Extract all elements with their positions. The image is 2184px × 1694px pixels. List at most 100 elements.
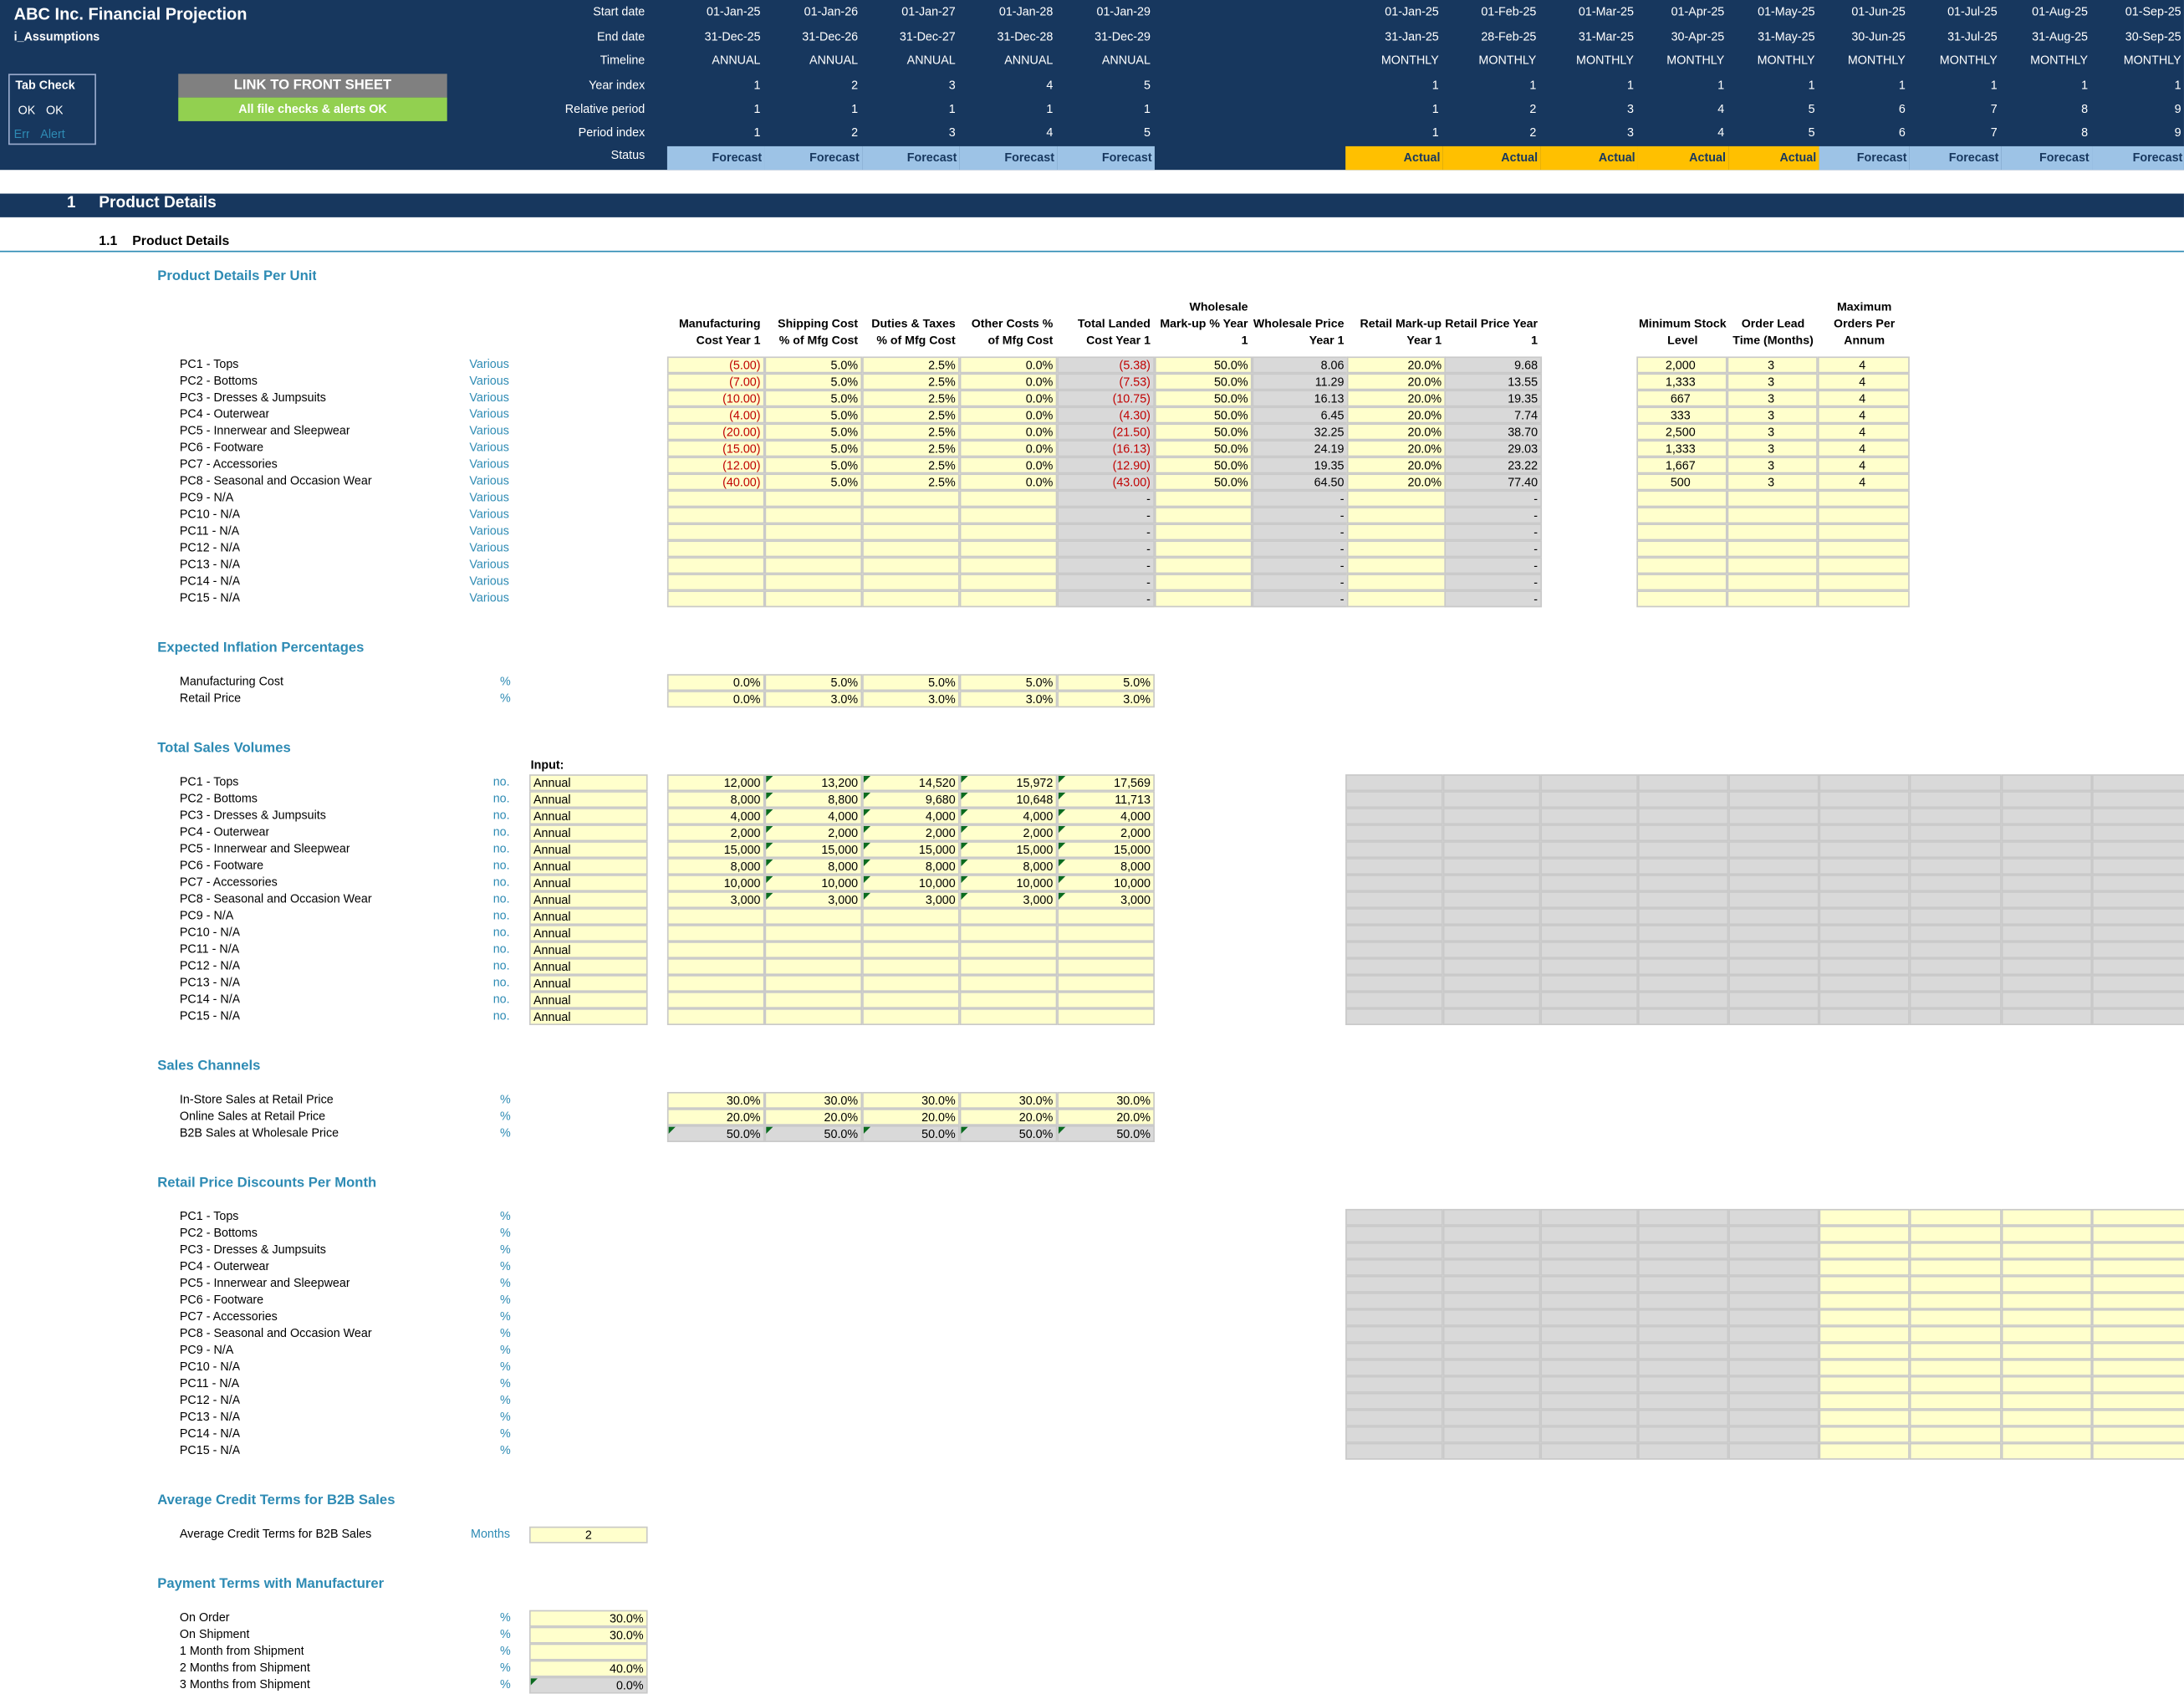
discount-cell[interactable] — [1909, 1325, 2002, 1343]
discount-cell[interactable] — [2001, 1242, 2093, 1259]
value-cell[interactable] — [1346, 557, 1447, 574]
value-cell[interactable] — [1346, 490, 1447, 508]
volume-cell[interactable] — [764, 1008, 863, 1026]
value-cell[interactable] — [1154, 507, 1253, 524]
value-cell[interactable]: 5.0% — [764, 373, 863, 390]
volume-cell[interactable]: 2,000 — [959, 824, 1058, 842]
payment-cell[interactable]: 30.0% — [529, 1610, 648, 1627]
stock-cell[interactable] — [1727, 540, 1818, 558]
value-cell[interactable] — [862, 540, 960, 558]
discount-cell[interactable] — [2092, 1375, 2184, 1393]
stock-cell[interactable] — [1727, 574, 1818, 591]
volume-cell[interactable] — [1057, 958, 1155, 976]
value-cell[interactable] — [764, 574, 863, 591]
value-cell[interactable]: 5.0% — [764, 440, 863, 457]
value-cell[interactable] — [862, 590, 960, 608]
value-cell[interactable] — [959, 540, 1058, 558]
value-cell[interactable]: 0.0% — [959, 440, 1058, 457]
inflation-cell[interactable]: 0.0% — [666, 674, 765, 691]
volume-cell[interactable]: 3,000 — [666, 891, 765, 909]
volume-cell[interactable]: 3,000 — [1057, 891, 1155, 909]
volume-mode-select[interactable]: Annual — [529, 992, 648, 1009]
value-cell[interactable]: 2.5% — [862, 406, 960, 424]
value-cell[interactable]: 0.0% — [959, 423, 1058, 441]
value-cell[interactable] — [959, 574, 1058, 591]
volume-cell[interactable] — [959, 992, 1058, 1009]
value-cell[interactable]: 20.0% — [1346, 406, 1447, 424]
channel-cell[interactable]: 30.0% — [764, 1091, 863, 1109]
volume-cell[interactable] — [862, 992, 960, 1009]
value-cell[interactable] — [764, 523, 863, 541]
volume-cell[interactable] — [862, 925, 960, 942]
discount-cell[interactable] — [2001, 1442, 2093, 1460]
volume-cell[interactable] — [862, 941, 960, 959]
volume-cell[interactable] — [764, 958, 863, 976]
volume-cell[interactable] — [666, 908, 765, 926]
stock-cell[interactable] — [1817, 507, 1910, 524]
inflation-cell[interactable]: 3.0% — [862, 691, 960, 708]
volume-cell[interactable]: 17,569 — [1057, 774, 1155, 792]
discount-cell[interactable] — [1819, 1309, 1910, 1326]
volume-cell[interactable] — [1057, 1008, 1155, 1026]
discount-cell[interactable] — [2092, 1242, 2184, 1259]
payment-cell[interactable] — [529, 1643, 648, 1661]
value-cell[interactable] — [1346, 574, 1447, 591]
value-cell[interactable]: 20.0% — [1346, 356, 1447, 374]
volume-cell[interactable]: 15,000 — [862, 841, 960, 859]
volume-cell[interactable]: 15,000 — [764, 841, 863, 859]
stock-cell[interactable]: 3 — [1727, 406, 1818, 424]
discount-cell[interactable] — [1819, 1409, 1910, 1426]
volume-mode-select[interactable]: Annual — [529, 1008, 648, 1026]
value-cell[interactable] — [1154, 557, 1253, 574]
volume-cell[interactable] — [862, 1008, 960, 1026]
value-cell[interactable]: 5.0% — [764, 406, 863, 424]
value-cell[interactable]: 20.0% — [1346, 473, 1447, 491]
volume-cell[interactable]: 8,000 — [764, 858, 863, 875]
stock-cell[interactable]: 3 — [1727, 423, 1818, 441]
inflation-cell[interactable]: 3.0% — [1057, 691, 1155, 708]
value-cell[interactable] — [862, 523, 960, 541]
stock-cell[interactable] — [1817, 574, 1910, 591]
stock-cell[interactable] — [1817, 590, 1910, 608]
volume-mode-select[interactable]: Annual — [529, 925, 648, 942]
discount-cell[interactable] — [1909, 1258, 2002, 1276]
value-cell[interactable] — [1154, 490, 1253, 508]
volume-cell[interactable] — [959, 958, 1058, 976]
stock-cell[interactable]: 4 — [1817, 423, 1910, 441]
value-cell[interactable] — [1346, 540, 1447, 558]
channel-cell[interactable]: 20.0% — [666, 1108, 765, 1125]
discount-cell[interactable] — [2092, 1359, 2184, 1376]
volume-cell[interactable]: 10,000 — [666, 875, 765, 892]
discount-cell[interactable] — [2001, 1309, 2093, 1326]
volume-cell[interactable] — [1057, 941, 1155, 959]
volume-cell[interactable] — [764, 941, 863, 959]
discount-cell[interactable] — [2092, 1275, 2184, 1293]
volume-cell[interactable] — [764, 992, 863, 1009]
stock-cell[interactable] — [1817, 523, 1910, 541]
volume-mode-select[interactable]: Annual — [529, 908, 648, 926]
inflation-cell[interactable]: 0.0% — [666, 691, 765, 708]
volume-mode-select[interactable]: Annual — [529, 808, 648, 825]
value-cell[interactable]: 50.0% — [1154, 356, 1253, 374]
value-cell[interactable]: (4.00) — [666, 406, 765, 424]
value-cell[interactable]: 50.0% — [1154, 457, 1253, 474]
value-cell[interactable]: 0.0% — [959, 473, 1058, 491]
stock-cell[interactable]: 4 — [1817, 457, 1910, 474]
payment-cell[interactable]: 30.0% — [529, 1626, 648, 1644]
credit-input[interactable]: 2 — [529, 1526, 648, 1543]
value-cell[interactable] — [1346, 523, 1447, 541]
volume-cell[interactable] — [1057, 925, 1155, 942]
value-cell[interactable]: 2.5% — [862, 356, 960, 374]
inflation-cell[interactable]: 3.0% — [764, 691, 863, 708]
volume-cell[interactable]: 15,000 — [666, 841, 765, 859]
discount-cell[interactable] — [2092, 1392, 2184, 1410]
stock-cell[interactable] — [1727, 490, 1818, 508]
discount-cell[interactable] — [2092, 1442, 2184, 1460]
discount-cell[interactable] — [2092, 1426, 2184, 1443]
discount-cell[interactable] — [1819, 1275, 1910, 1293]
discount-cell[interactable] — [2001, 1359, 2093, 1376]
value-cell[interactable] — [1154, 574, 1253, 591]
discount-cell[interactable] — [2092, 1325, 2184, 1343]
volume-cell[interactable]: 10,648 — [959, 791, 1058, 809]
volume-cell[interactable] — [959, 975, 1058, 992]
